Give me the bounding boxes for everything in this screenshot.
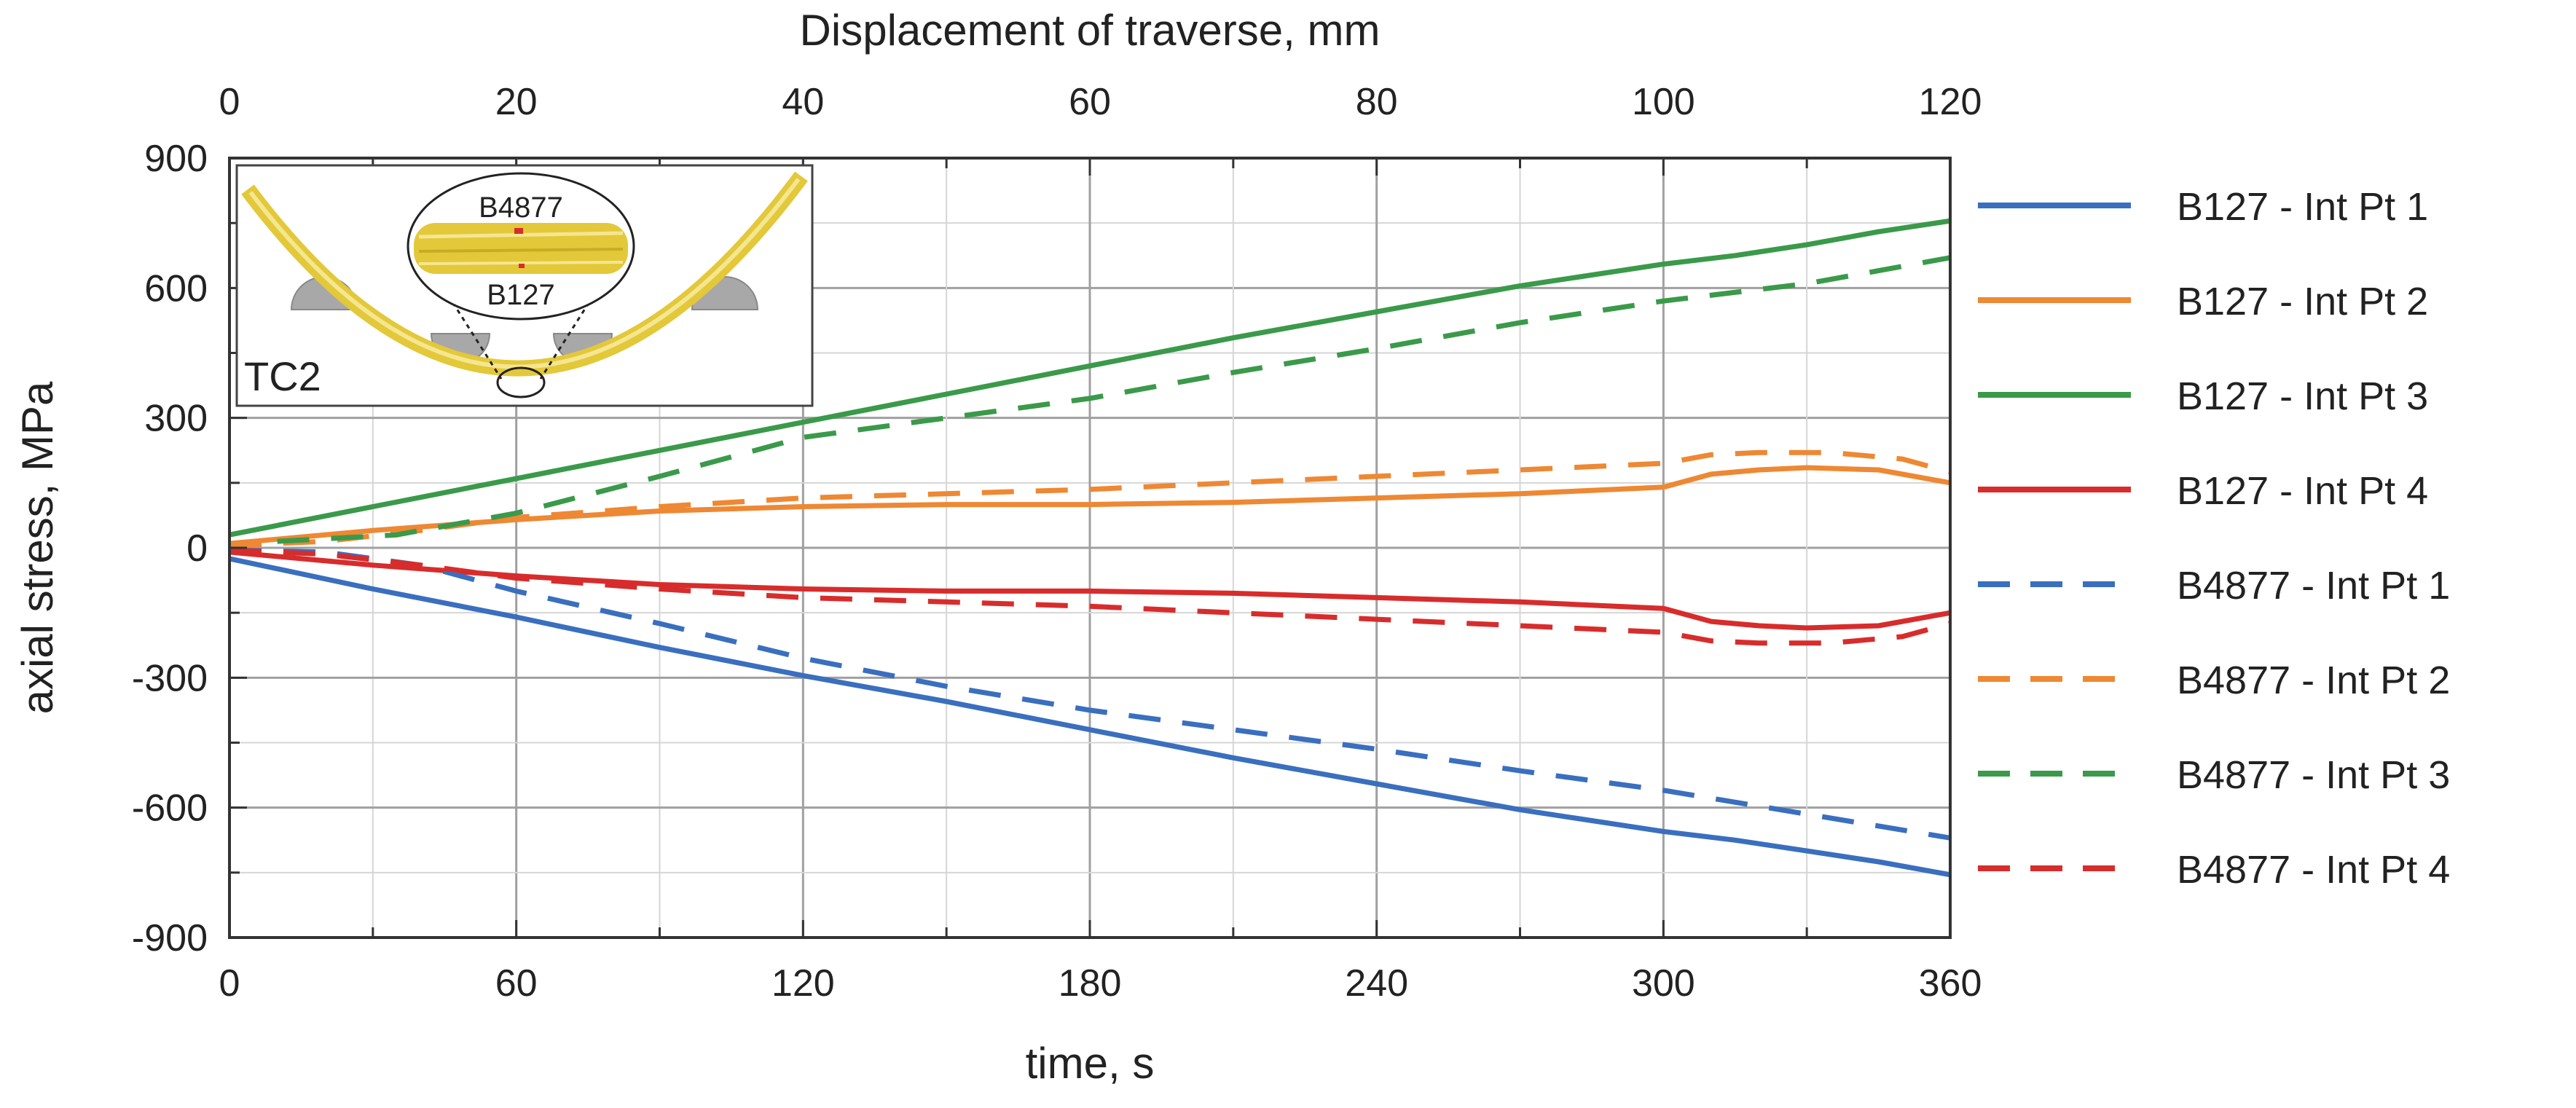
legend-label: B4877 - Int Pt 1 <box>2177 564 2450 608</box>
x-axis-label: time, s <box>1026 1039 1155 1088</box>
inset-zoom-line-left <box>447 294 503 380</box>
inset-zoom-strand <box>418 261 624 265</box>
inset-zoom-strand <box>418 231 624 239</box>
inset-marker-b4877 <box>514 228 523 234</box>
y-tick-label: 900 <box>144 138 208 180</box>
inset-focus-circle <box>496 366 546 398</box>
legend-label: B127 - Int Pt 2 <box>2177 280 2428 323</box>
y-axis-label: axial stress, MPa <box>13 381 62 714</box>
top-tick-label: 120 <box>1919 81 1982 123</box>
x-tick-label: 180 <box>1059 962 1122 1005</box>
x-tick-label: 300 <box>1632 962 1695 1005</box>
series-line-3 <box>229 218 1951 538</box>
y-tick-label: -300 <box>132 657 208 699</box>
top-tick-label: 80 <box>1356 81 1398 123</box>
x-tick-label: 60 <box>495 962 538 1005</box>
top-tick-label: 0 <box>219 81 240 123</box>
x-tick-label: 0 <box>219 962 240 1005</box>
top-axis-label: Displacement of traverse, mm <box>800 6 1381 55</box>
series-line-4 <box>229 549 1951 631</box>
inset-label-b127: B127 <box>487 279 554 311</box>
legend-label: B127 - Int Pt 4 <box>2177 469 2428 513</box>
inset-label-b4877: B4877 <box>479 192 563 224</box>
y-tick-label: 300 <box>144 398 208 440</box>
inset-cable-highlight <box>248 178 801 369</box>
legend: B127 - Int Pt 1 B127 - Int Pt 2 B127 - Int… <box>1978 185 2450 892</box>
inset: B4877 B127 TC2 <box>235 164 814 407</box>
series-line-7 <box>277 255 1951 544</box>
inset-zoom-strand <box>418 248 624 253</box>
x-tick-label: 120 <box>771 962 835 1005</box>
inset-zoom-line-right <box>539 294 595 380</box>
legend-label: B4877 - Int Pt 4 <box>2177 848 2450 892</box>
x-tick-label: 360 <box>1919 962 1982 1005</box>
legend-label: B4877 - Int Pt 2 <box>2177 659 2450 702</box>
ticks: 0 60 120 180 240 300 360 0 20 40 60 80 100 120 900 600 3… <box>132 81 1982 1005</box>
top-tick-label: 20 <box>495 81 538 123</box>
legend-label: B127 - Int Pt 1 <box>2177 185 2428 229</box>
top-tick-label: 60 <box>1069 81 1111 123</box>
x-tick-label: 240 <box>1345 962 1408 1005</box>
top-tick-label: 40 <box>782 81 824 123</box>
series-layer <box>229 218 1951 878</box>
inset-marker-b127 <box>519 264 525 268</box>
legend-label: B127 - Int Pt 3 <box>2177 374 2428 418</box>
y-tick-label: -600 <box>132 787 208 830</box>
top-tick-label: 100 <box>1632 81 1695 123</box>
y-tick-label: -900 <box>132 917 208 959</box>
inset-label-tc2: TC2 <box>244 353 321 399</box>
series-line-1 <box>229 556 1951 878</box>
series-line-5 <box>229 547 1951 841</box>
y-tick-label: 600 <box>144 267 208 310</box>
legend-label: B4877 - Int Pt 3 <box>2177 753 2450 797</box>
series-line-2 <box>229 465 1951 546</box>
y-tick-label: 0 <box>186 527 208 570</box>
